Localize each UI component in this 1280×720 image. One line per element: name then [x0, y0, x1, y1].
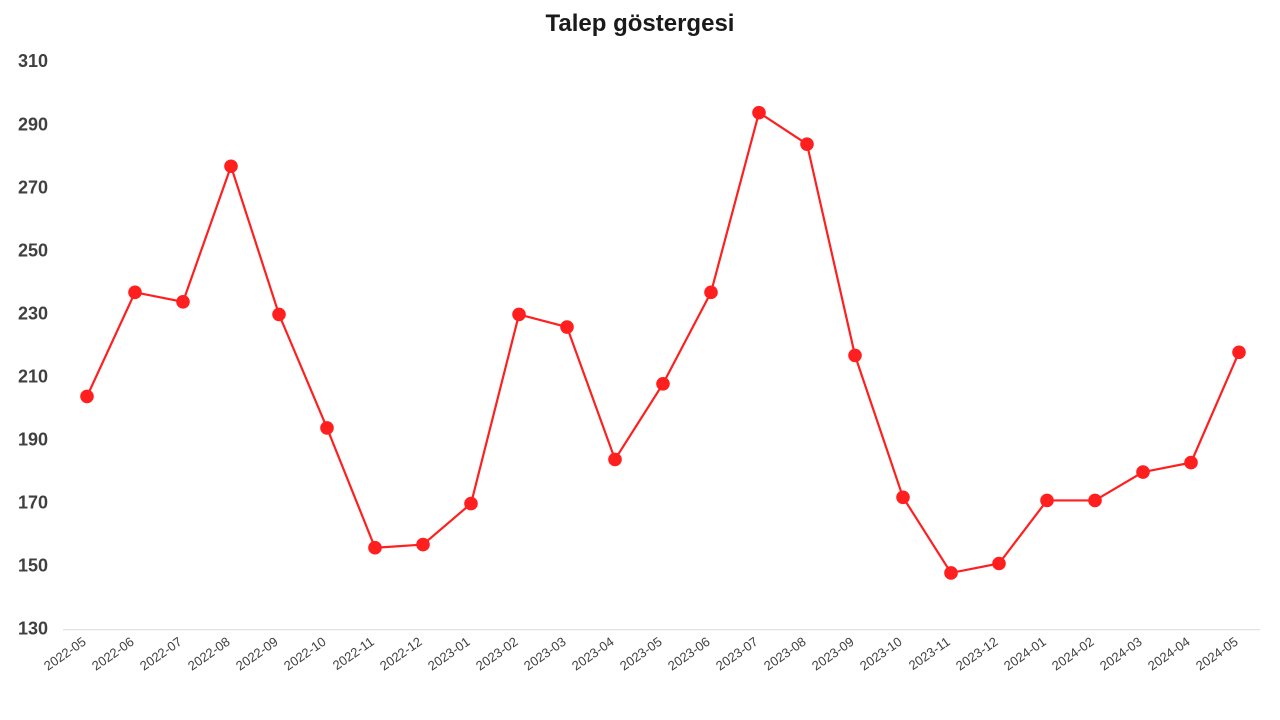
svg-text:210: 210 [18, 367, 48, 387]
svg-text:2023-05: 2023-05 [617, 634, 665, 674]
svg-text:2024-01: 2024-01 [1001, 634, 1049, 674]
svg-text:2022-12: 2022-12 [377, 634, 425, 674]
svg-text:2023-06: 2023-06 [665, 634, 713, 674]
svg-text:2024-05: 2024-05 [1193, 634, 1241, 674]
svg-text:2022-10: 2022-10 [281, 634, 329, 674]
svg-text:2022-08: 2022-08 [185, 634, 233, 674]
svg-text:2023-03: 2023-03 [521, 634, 569, 674]
svg-text:170: 170 [18, 493, 48, 513]
svg-text:2023-02: 2023-02 [473, 634, 521, 674]
svg-text:250: 250 [18, 240, 48, 260]
svg-text:2023-10: 2023-10 [857, 634, 905, 674]
svg-text:290: 290 [18, 114, 48, 134]
svg-text:310: 310 [18, 51, 48, 71]
svg-text:2022-07: 2022-07 [137, 634, 185, 674]
svg-text:130: 130 [18, 619, 48, 639]
svg-text:2024-04: 2024-04 [1145, 634, 1193, 674]
svg-text:2023-01: 2023-01 [425, 634, 473, 674]
svg-text:2022-11: 2022-11 [330, 634, 377, 673]
svg-text:2022-06: 2022-06 [89, 634, 137, 674]
svg-text:2022-09: 2022-09 [233, 634, 281, 674]
svg-text:2023-11: 2023-11 [906, 634, 953, 673]
svg-text:2024-02: 2024-02 [1049, 634, 1097, 674]
svg-text:2023-04: 2023-04 [569, 634, 617, 674]
svg-text:2024-03: 2024-03 [1097, 634, 1145, 674]
svg-text:2023-12: 2023-12 [953, 634, 1001, 674]
svg-text:2023-09: 2023-09 [809, 634, 857, 674]
svg-text:150: 150 [18, 556, 48, 576]
svg-text:270: 270 [18, 177, 48, 197]
svg-text:2023-07: 2023-07 [713, 634, 761, 674]
svg-text:2023-08: 2023-08 [761, 634, 809, 674]
svg-text:230: 230 [18, 303, 48, 323]
svg-text:190: 190 [18, 430, 48, 450]
svg-text:2022-05: 2022-05 [41, 634, 89, 674]
